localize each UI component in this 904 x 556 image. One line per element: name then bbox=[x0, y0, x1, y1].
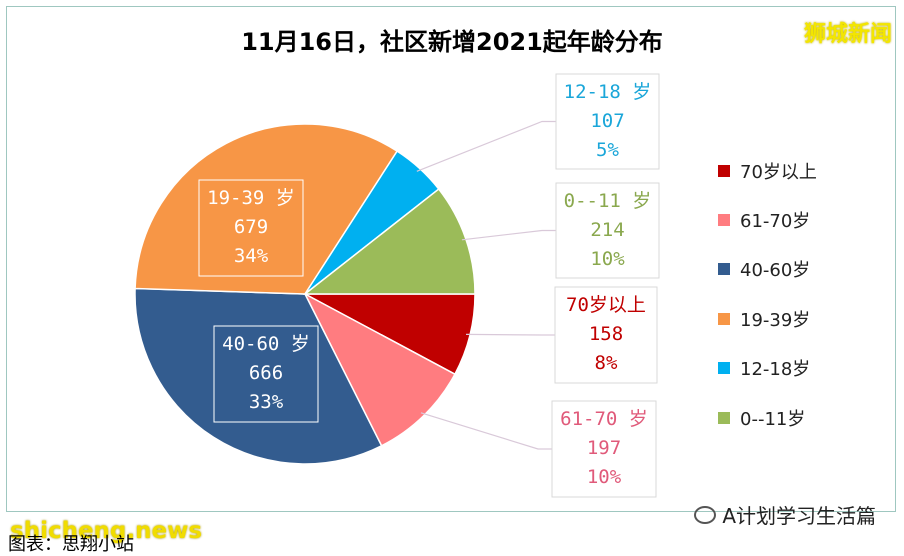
data-label-category: 70岁以上 bbox=[566, 294, 646, 316]
brand-logo-text: 狮城新闻 bbox=[803, 22, 892, 47]
data-label-category: 19-39 岁 bbox=[207, 187, 295, 209]
data-label-value: 679 bbox=[234, 216, 268, 238]
legend-item: 40-60岁 bbox=[718, 245, 817, 294]
chart-title: 11月16日，社区新增2021起年龄分布 bbox=[241, 28, 663, 56]
data-label-box bbox=[198, 179, 304, 277]
data-label-category: 0--11 岁 bbox=[564, 190, 652, 212]
wechat-account: A计划学习生活篇 bbox=[694, 500, 876, 529]
legend-swatch bbox=[718, 362, 730, 375]
legend-label: 70岁以上 bbox=[740, 161, 817, 183]
legend-swatch bbox=[718, 411, 730, 424]
data-label-percent: 5% bbox=[596, 139, 619, 161]
leader-line bbox=[416, 120, 556, 172]
data-label-box bbox=[213, 325, 319, 423]
data-label-value: 197 bbox=[587, 437, 621, 459]
wechat-account-name: A计划学习生活篇 bbox=[722, 504, 876, 528]
legend-label: 19-39岁 bbox=[740, 309, 811, 331]
legend-label: 61-70岁 bbox=[740, 211, 811, 233]
pie-slice bbox=[303, 292, 456, 447]
legend-item: 0--11岁 bbox=[718, 393, 817, 442]
legend-label: 0--11岁 bbox=[740, 408, 806, 430]
legend-swatch bbox=[718, 164, 730, 177]
legend: 70岁以上 61-70岁 40-60岁 19-39岁 12-18岁 0--11岁 bbox=[718, 146, 817, 442]
wechat-icon bbox=[694, 505, 717, 524]
data-label-percent: 8% bbox=[595, 352, 618, 374]
legend-item: 61-70岁 bbox=[718, 195, 817, 244]
leader-line bbox=[461, 229, 556, 241]
legend-label: 12-18岁 bbox=[740, 359, 811, 381]
data-label-category: 61-70 岁 bbox=[560, 408, 648, 430]
data-label-box bbox=[554, 286, 658, 384]
data-label-percent: 10% bbox=[590, 248, 625, 270]
data-label-box bbox=[555, 182, 660, 279]
caption: 图表：思翔小站 bbox=[8, 534, 134, 555]
data-label-value: 666 bbox=[249, 362, 283, 384]
data-label-percent: 34% bbox=[234, 245, 269, 267]
legend-swatch bbox=[718, 263, 730, 276]
data-label-value: 107 bbox=[590, 110, 624, 132]
legend-swatch bbox=[718, 312, 730, 325]
data-label-percent: 10% bbox=[587, 466, 622, 488]
legend-item: 12-18岁 bbox=[718, 344, 817, 393]
data-label-value: 158 bbox=[589, 323, 623, 345]
leader-line bbox=[466, 333, 555, 336]
legend-item: 19-39岁 bbox=[718, 294, 817, 343]
pie-slice bbox=[134, 287, 383, 465]
leader-line bbox=[420, 412, 552, 450]
legend-swatch bbox=[718, 214, 730, 227]
data-label-box bbox=[555, 73, 660, 170]
watermark: shicheng.news bbox=[10, 518, 203, 544]
legend-label: 40-60岁 bbox=[740, 260, 811, 282]
data-label-percent: 33% bbox=[249, 391, 284, 413]
data-label-value: 214 bbox=[590, 219, 624, 241]
data-label-category: 12-18 岁 bbox=[564, 81, 652, 103]
legend-item: 70岁以上 bbox=[718, 146, 817, 195]
pie-slice bbox=[302, 188, 476, 295]
data-label-box bbox=[551, 400, 657, 498]
data-label-category: 40-60 岁 bbox=[222, 333, 310, 355]
chart-frame bbox=[6, 6, 896, 512]
